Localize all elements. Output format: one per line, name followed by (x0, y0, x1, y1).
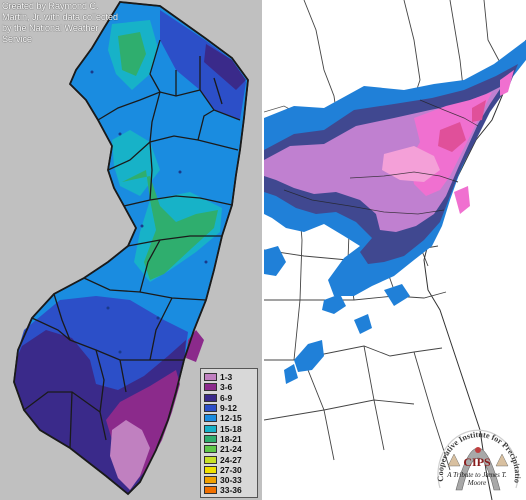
legend-label: 27-30 (220, 464, 242, 475)
legend-label: 30-33 (220, 475, 242, 486)
cips-acronym: CIPS (463, 455, 491, 469)
legend-row: 24-27 (204, 454, 254, 465)
legend-label: 1-3 (220, 372, 233, 383)
legend-row: 6-9 (204, 393, 254, 403)
legend-row: 18-21 (204, 434, 254, 444)
legend-row: 12-15 (204, 413, 254, 423)
legend-swatch (204, 393, 217, 402)
legend-label: 6-9 (220, 392, 233, 403)
panel-divider (262, 0, 264, 500)
credit-text: Created by Raymond C. Martin, Jr. with d… (2, 1, 119, 44)
northeast-map-graphic (264, 0, 526, 500)
legend-swatch (204, 486, 217, 495)
legend-swatch (204, 373, 217, 382)
nj-legend: 1-3 3-6 6-9 9-12 12-15 15-18 18-21 21-24… (200, 368, 258, 498)
legend-swatch (204, 445, 217, 454)
legend-label: 33-36 (220, 485, 242, 496)
nj-map-graphic (13, 1, 249, 496)
legend-row: 30-33 (204, 475, 254, 485)
legend-row: 3-6 (204, 382, 254, 392)
legend-swatch (204, 465, 217, 474)
legend-row: 9-12 (204, 403, 254, 413)
legend-swatch (204, 455, 217, 464)
legend-row: 15-18 (204, 423, 254, 434)
legend-swatch (204, 414, 217, 423)
legend-swatch (204, 404, 217, 413)
legend-row: 1-3 (204, 372, 254, 382)
legend-label: 12-15 (220, 413, 242, 424)
legend-label: 18-21 (220, 433, 242, 444)
legend-label: 3-6 (220, 382, 233, 393)
station-markers (90, 70, 208, 354)
legend-swatch (204, 434, 217, 443)
legend-swatch (204, 383, 217, 392)
cips-logo: Cooperative Institute for Precipitation … (430, 392, 522, 491)
legend-row: 27-30 (204, 465, 254, 475)
legend-label: 15-18 (220, 423, 242, 434)
legend-swatch (204, 424, 217, 433)
cips-tribute: A Tribute to James T. Moore (447, 471, 507, 487)
legend-row: 21-24 (204, 444, 254, 454)
nj-snowfall-map: Created by Raymond C. Martin, Jr. with d… (0, 0, 264, 500)
legend-label: 24-27 (220, 454, 242, 465)
legend-swatch (204, 476, 217, 485)
northeast-snowfall-map: 18 12 8 6 4 2 (264, 0, 526, 500)
legend-label: 9-12 (220, 403, 238, 414)
legend-label: 21-24 (220, 444, 242, 455)
legend-row: 33-36 (204, 485, 254, 495)
